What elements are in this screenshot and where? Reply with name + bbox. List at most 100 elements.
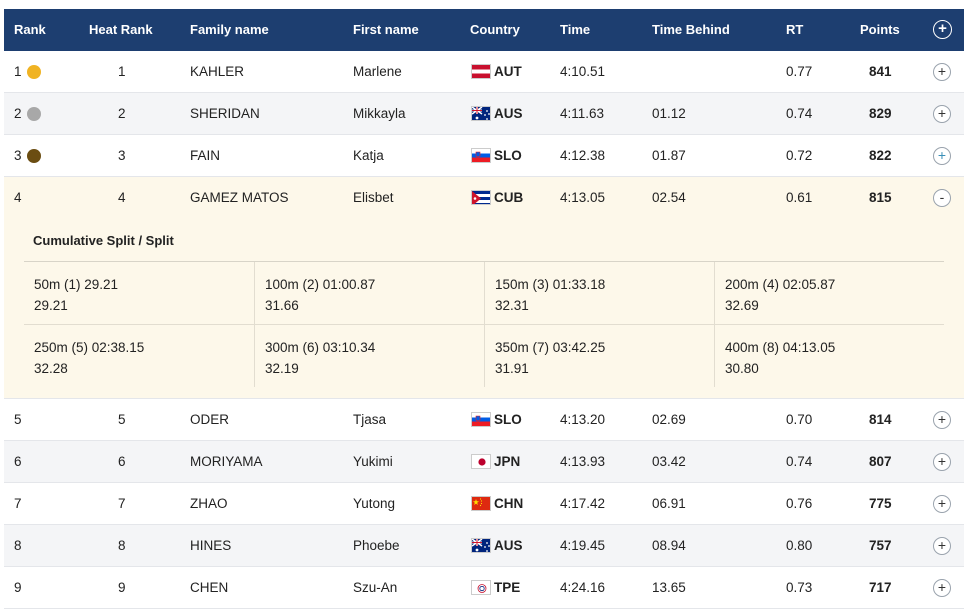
header-heat-rank[interactable]: Heat Rank xyxy=(89,22,153,37)
points: 815 xyxy=(869,190,892,205)
expand-row-button[interactable]: + xyxy=(933,105,951,123)
heat-rank: 4 xyxy=(118,190,126,205)
time: 4:24.16 xyxy=(560,580,606,595)
rank: 1 xyxy=(14,64,22,79)
points: 829 xyxy=(869,106,892,121)
reaction-time: 0.76 xyxy=(786,496,813,511)
cuba-flag-icon xyxy=(471,190,491,205)
splits-row: 50m (1) 29.21 29.21 100m (2) 01:00.87 31… xyxy=(24,262,944,324)
split-value: 31.91 xyxy=(495,361,529,376)
time-behind: 02.54 xyxy=(652,190,686,205)
japan-flag-icon xyxy=(471,454,491,469)
table-header: Rank Heat Rank Family name First name Co… xyxy=(4,9,964,51)
heat-rank: 7 xyxy=(118,496,126,511)
table-row[interactable]: 1 1 KAHLER Marlene AUT 4:10.51 0.77 841 … xyxy=(4,51,964,93)
time-behind: 13.65 xyxy=(652,580,686,595)
reaction-time: 0.72 xyxy=(786,148,813,163)
header-points[interactable]: Points xyxy=(860,22,900,37)
first-name: Katja xyxy=(353,148,384,163)
first-name: Mikkayla xyxy=(353,106,406,121)
points: 807 xyxy=(869,454,892,469)
reaction-time: 0.74 xyxy=(786,454,813,469)
header-country[interactable]: Country xyxy=(470,22,520,37)
family-name: CHEN xyxy=(190,580,229,595)
table-row[interactable]: 4 4 GAMEZ MATOS Elisbet CUB 4:13.05 02.5… xyxy=(4,177,964,219)
slovenia-flag-icon xyxy=(471,412,491,427)
header-time[interactable]: Time xyxy=(560,22,591,37)
header-family-name[interactable]: Family name xyxy=(190,22,269,37)
splits-row: 250m (5) 02:38.15 32.28 300m (6) 03:10.3… xyxy=(24,324,944,387)
split-value: 32.31 xyxy=(495,298,529,313)
australia-flag-icon xyxy=(471,106,491,121)
table-row[interactable]: 5 5 ODER Tjasa SLO 4:13.20 02.69 0.70 81… xyxy=(4,399,964,441)
expand-row-button[interactable]: + xyxy=(933,411,951,429)
split-cell: 300m (6) 03:10.34 32.19 xyxy=(254,325,484,387)
points: 757 xyxy=(869,538,892,553)
first-name: Tjasa xyxy=(353,412,387,427)
heat-rank: 2 xyxy=(118,106,126,121)
header-rank[interactable]: Rank xyxy=(14,22,46,37)
expand-row-button[interactable]: + xyxy=(933,495,951,513)
china-flag-icon xyxy=(471,496,491,511)
split-cumulative: 400m (8) 04:13.05 xyxy=(725,340,836,355)
table-row[interactable]: 8 8 HINES Phoebe AUS 4:19.45 08.94 0.80 … xyxy=(4,525,964,567)
split-cumulative: 200m (4) 02:05.87 xyxy=(725,277,836,292)
points: 841 xyxy=(869,64,892,79)
expand-row-button[interactable]: + xyxy=(933,537,951,555)
table-row[interactable]: 6 6 MORIYAMA Yukimi JPN 4:13.93 03.42 0.… xyxy=(4,441,964,483)
slovenia-flag-icon xyxy=(471,148,491,163)
split-value: 30.80 xyxy=(725,361,759,376)
expand-row-button[interactable]: + xyxy=(933,453,951,471)
family-name: SHERIDAN xyxy=(190,106,260,121)
country-code: AUS xyxy=(494,106,523,121)
time: 4:10.51 xyxy=(560,64,606,79)
expand-row-button[interactable]: + xyxy=(933,63,951,81)
chinese-taipei-flag-icon xyxy=(471,580,491,595)
time-behind: 02.69 xyxy=(652,412,686,427)
reaction-time: 0.80 xyxy=(786,538,813,553)
time: 4:13.20 xyxy=(560,412,606,427)
split-cell: 250m (5) 02:38.15 32.28 xyxy=(24,325,254,387)
gold-medal-icon xyxy=(27,65,41,79)
time: 4:13.93 xyxy=(560,454,606,469)
rank: 4 xyxy=(14,190,22,205)
splits-grid: 50m (1) 29.21 29.21 100m (2) 01:00.87 31… xyxy=(24,261,944,387)
table-row[interactable]: 3 3 FAIN Katja SLO 4:12.38 01.87 0.72 82… xyxy=(4,135,964,177)
first-name: Yutong xyxy=(353,496,396,511)
bronze-medal-icon xyxy=(27,149,41,163)
expand-row-button[interactable]: + xyxy=(933,147,951,165)
table-row[interactable]: 9 9 CHEN Szu-An TPE 4:24.16 13.65 0.73 7… xyxy=(4,567,964,609)
country-code: TPE xyxy=(494,580,521,595)
first-name: Elisbet xyxy=(353,190,394,205)
family-name: GAMEZ MATOS xyxy=(190,190,289,205)
split-cell: 200m (4) 02:05.87 32.69 xyxy=(714,262,944,324)
family-name: HINES xyxy=(190,538,232,553)
table-row[interactable]: 7 7 ZHAO Yutong CHN 4:17.42 06.91 0.76 7… xyxy=(4,483,964,525)
split-value: 29.21 xyxy=(34,298,68,313)
split-cumulative: 300m (6) 03:10.34 xyxy=(265,340,376,355)
country-code: SLO xyxy=(494,148,522,163)
header-rt[interactable]: RT xyxy=(786,22,804,37)
split-value: 32.69 xyxy=(725,298,759,313)
points: 814 xyxy=(869,412,892,427)
header-time-behind[interactable]: Time Behind xyxy=(652,22,730,37)
time: 4:17.42 xyxy=(560,496,606,511)
collapse-row-button[interactable]: - xyxy=(933,189,951,207)
family-name: ZHAO xyxy=(190,496,228,511)
country-code: AUS xyxy=(494,538,523,553)
rank: 9 xyxy=(14,580,22,595)
heat-rank: 1 xyxy=(118,64,126,79)
split-cumulative: 150m (3) 01:33.18 xyxy=(495,277,606,292)
family-name: ODER xyxy=(190,412,230,427)
rank: 7 xyxy=(14,496,22,511)
splits-panel: Cumulative Split / Split 50m (1) 29.21 2… xyxy=(4,219,964,399)
table-row[interactable]: 2 2 SHERIDAN Mikkayla AUS 4:11.63 01.12 … xyxy=(4,93,964,135)
header-first-name[interactable]: First name xyxy=(353,22,419,37)
family-name: FAIN xyxy=(190,148,221,163)
rank: 2 xyxy=(14,106,22,121)
expand-row-button[interactable]: + xyxy=(933,579,951,597)
splits-title: Cumulative Split / Split xyxy=(33,233,174,248)
split-cell: 100m (2) 01:00.87 31.66 xyxy=(254,262,484,324)
time-behind: 01.12 xyxy=(652,106,686,121)
expand-all-icon[interactable]: + xyxy=(933,20,952,39)
